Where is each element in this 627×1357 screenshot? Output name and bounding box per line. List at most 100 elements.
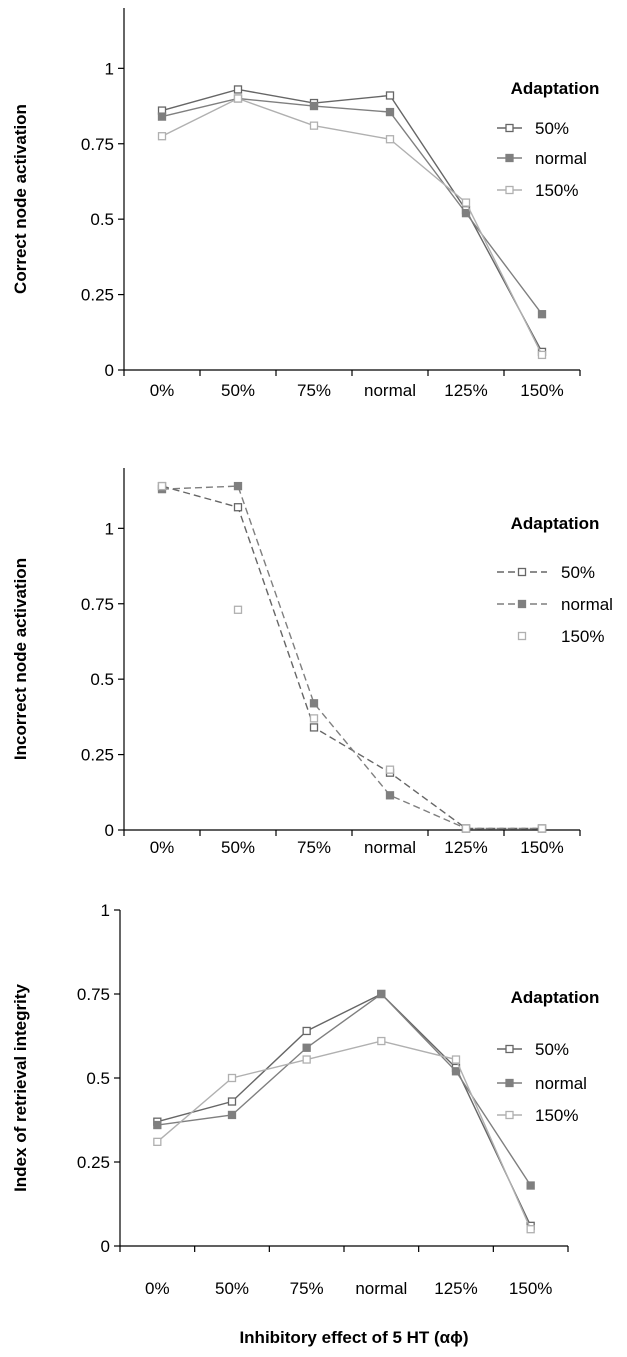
y-tick-label: 0.25 — [81, 746, 114, 765]
series-150pct-point-125pct — [451, 1055, 461, 1064]
series-normal-point-125pct — [451, 1067, 461, 1076]
series-150pct-point-normal — [385, 135, 395, 144]
series-150pct-point-normal — [385, 765, 395, 774]
series-50pct-point-50pct — [233, 503, 243, 512]
y-tick-label: 1 — [105, 59, 114, 78]
series-normal-line — [157, 993, 532, 1186]
series-50pct-line — [161, 88, 543, 353]
series-150pct-point-75pct — [302, 1055, 311, 1064]
series-50pct-line — [161, 485, 542, 830]
panel-correct-node-activation: 0 0.25 0.5 0.75 1 0% 50% 75% normal 125% 150% Corre… — [11, 8, 599, 400]
y-tick-label: 0.25 — [77, 1153, 110, 1172]
legend-50pct-label: 50% — [561, 563, 595, 582]
x-tick-label-75pct: 75% — [297, 838, 331, 857]
x-axis-title: Inhibitory effect of 5 HT (αϕ) — [239, 1328, 468, 1347]
panel-index-of-retrieval-integrity: 0 0.25 0.5 0.75 1 0% 50% 75% normal 125% 150% Index… — [11, 901, 599, 1347]
series-normal-point-75pct — [309, 101, 319, 111]
legend-50pct-swatch-marker — [505, 123, 514, 133]
series-normal-point-0pct — [153, 1120, 162, 1130]
legend-150pct-label: 150% — [535, 181, 578, 200]
series-50pct-point-75pct — [302, 1026, 311, 1036]
x-tick-label-125pct: 125% — [444, 381, 487, 400]
legend-normal-swatch-marker — [517, 599, 527, 609]
legend-title: Adaptation — [511, 988, 600, 1007]
legend-50pct-label: 50% — [535, 119, 569, 138]
y-axis-title: Index of retrieval integrity — [11, 984, 30, 1192]
x-tick-label-normal: normal — [355, 1279, 407, 1298]
y-tick-label: 0.25 — [81, 286, 114, 305]
series-50pct-point-50pct — [233, 85, 243, 94]
y-tick-label: 0 — [105, 821, 114, 840]
x-tick-label-150pct: 150% — [520, 838, 563, 857]
series-150pct-point-50pct — [227, 1073, 237, 1083]
y-axis-title: Incorrect node activation — [11, 558, 30, 760]
legend-50pct-swatch-marker — [517, 567, 527, 577]
x-tick-label-75pct: 75% — [297, 381, 331, 400]
y-tick-label: 0.75 — [77, 985, 110, 1004]
series-150pct-point-150pct — [537, 824, 547, 833]
legend-normal-label: normal — [561, 595, 613, 614]
series-normal-point-75pct — [302, 1043, 311, 1052]
series-normal-point-normal — [385, 791, 395, 800]
series-150pct-line — [156, 1040, 532, 1230]
legend-normal-label: normal — [535, 1074, 587, 1093]
legend-title: Adaptation — [511, 514, 600, 533]
legend-50pct-swatch-marker — [505, 1044, 514, 1054]
panel-incorrect-node-activation: 0 0.25 0.5 0.75 1 0% 50% 75% normal 125% 150% Incor… — [11, 468, 613, 857]
series-50pct-point-50pct — [227, 1097, 237, 1106]
series-normal-line — [161, 97, 543, 315]
series-150pct-line — [161, 97, 543, 356]
x-tick-label-75pct: 75% — [290, 1279, 324, 1298]
x-tick-label-normal: normal — [364, 838, 416, 857]
legend-150pct-label: 150% — [535, 1106, 578, 1125]
series-150pct-point-50pct — [233, 94, 243, 103]
x-tick-label-50pct: 50% — [221, 838, 255, 857]
y-tick-label: 1 — [105, 519, 114, 538]
series-normal-point-150pct — [537, 310, 547, 319]
y-tick-label: 0.5 — [90, 670, 114, 689]
series-50pct-point-75pct — [309, 723, 319, 732]
series-150pct-point-50pct — [233, 605, 243, 614]
x-tick-label-125pct: 125% — [434, 1279, 477, 1298]
x-tick-label-50pct: 50% — [221, 381, 255, 400]
x-tick-label-50pct: 50% — [215, 1279, 249, 1298]
series-150pct-point-0pct — [153, 1137, 162, 1146]
x-tick-label-0pct: 0% — [150, 381, 175, 400]
series-150pct-point-150pct — [526, 1225, 535, 1234]
series-150pct-point-normal — [377, 1036, 386, 1046]
series-normal-point-normal — [385, 107, 395, 117]
series-normal-point-50pct — [233, 481, 243, 491]
series-normal-point-50pct — [227, 1110, 237, 1120]
x-tick-label-0pct: 0% — [150, 838, 175, 857]
series-normal-point-150pct — [526, 1181, 535, 1190]
series-150pct-point-75pct — [309, 714, 319, 723]
legend-normal-label: normal — [535, 149, 587, 168]
x-tick-label-normal: normal — [364, 381, 416, 400]
x-tick-label-150pct: 150% — [509, 1279, 552, 1298]
y-tick-label: 0.5 — [86, 1069, 110, 1088]
y-tick-label: 0.5 — [90, 210, 114, 229]
x-tick-label-0pct: 0% — [145, 1279, 170, 1298]
series-50pct-point-normal — [385, 91, 395, 100]
series-normal-line — [161, 485, 542, 830]
y-tick-label: 1 — [101, 901, 110, 920]
y-tick-label: 0 — [101, 1237, 110, 1256]
legend-150pct-label: 150% — [561, 627, 604, 646]
series-150pct-point-0pct — [157, 132, 167, 141]
legend-150pct-swatch-marker — [517, 631, 527, 641]
series-normal-point-125pct — [461, 208, 471, 218]
series-150pct-point-75pct — [309, 121, 319, 130]
x-tick-label-125pct: 125% — [444, 838, 487, 857]
series-150pct-point-0pct — [157, 481, 167, 491]
series-150pct-point-150pct — [537, 350, 547, 360]
legend-150pct-swatch-marker — [505, 1110, 514, 1120]
y-axis-title: Correct node activation — [11, 104, 30, 294]
series-150pct-point-125pct — [461, 198, 471, 207]
series-50pct-line — [157, 993, 532, 1227]
series-normal-point-normal — [377, 989, 386, 999]
legend-normal-swatch-marker — [505, 153, 514, 163]
series-normal-point-0pct — [157, 112, 167, 121]
y-tick-label: 0.75 — [81, 135, 114, 154]
legend-50pct-label: 50% — [535, 1040, 569, 1059]
